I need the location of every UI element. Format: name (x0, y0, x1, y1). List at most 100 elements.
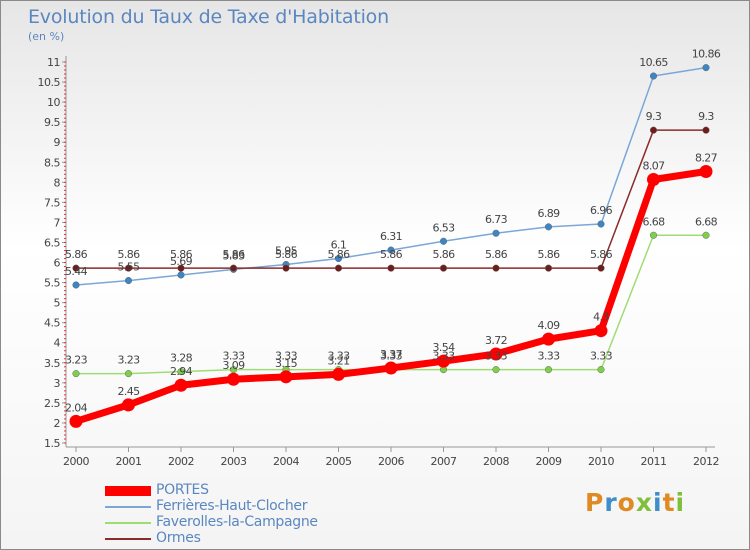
data-label: 3.09 (222, 359, 245, 372)
data-label: 10.86 (692, 48, 721, 61)
data-point (492, 366, 500, 374)
x-tick-label: 2011 (641, 455, 667, 468)
data-label: 5.55 (117, 261, 140, 274)
data-point (334, 264, 343, 272)
data-label: 3.33 (380, 350, 403, 363)
y-tick-label: 3.5 (44, 357, 60, 370)
data-point (647, 173, 660, 187)
data-point (544, 366, 553, 374)
data-label: 5.86 (117, 248, 140, 261)
data-label: 2.45 (117, 385, 140, 398)
data-label: 6.31 (380, 230, 402, 243)
data-point (702, 64, 710, 72)
x-tick-label: 2003 (221, 455, 247, 468)
data-point (177, 368, 185, 376)
data-point (72, 370, 80, 378)
y-tick-label: 2.5 (44, 397, 60, 410)
y-tick-label: 5 (54, 297, 61, 310)
data-label: 4.09 (537, 319, 560, 332)
y-tick-label: 10.5 (38, 76, 61, 89)
data-point (649, 231, 658, 239)
data-point (437, 354, 450, 368)
x-tick-label: 2009 (536, 455, 562, 468)
data-point (489, 347, 503, 361)
data-point (597, 366, 605, 374)
data-label: 3.21 (327, 354, 349, 367)
y-tick-label: 5.5 (44, 277, 60, 290)
data-point (122, 398, 135, 412)
data-point (492, 264, 500, 272)
data-label: 8.27 (695, 151, 718, 164)
data-label: 5.86 (327, 248, 350, 261)
data-point (177, 264, 185, 272)
data-point (597, 220, 605, 228)
y-tick-label: 4 (54, 337, 61, 350)
y-tick-label: 1.5 (44, 437, 60, 450)
y-tick-label: 8.5 (44, 156, 60, 169)
chart-subtitle: (en %) (28, 30, 65, 43)
logo-letter: i (675, 488, 686, 517)
data-point (492, 229, 500, 237)
data-point (702, 231, 710, 239)
legend-label-portes: PORTES (156, 482, 209, 498)
x-tick-label: 2000 (63, 455, 89, 468)
data-point (124, 264, 133, 272)
x-tick-label: 2006 (378, 455, 404, 468)
legend-label-ormes: Ormes (156, 530, 201, 546)
y-tick-label: 8 (54, 176, 61, 189)
data-point (649, 72, 658, 80)
logo-letter: i (653, 488, 663, 517)
legend-swatch-portes (105, 486, 151, 496)
data-label: 3.23 (65, 354, 88, 367)
data-point (594, 324, 608, 338)
data-label: 3.72 (485, 334, 507, 347)
data-label: 5.95 (275, 245, 298, 258)
x-tick-label: 2004 (273, 455, 299, 468)
data-point (649, 126, 658, 134)
data-label: 8.07 (642, 160, 665, 173)
data-label: 6.73 (485, 213, 508, 226)
legend-label-ferrieres: Ferrières-Haut-Clocher (156, 498, 308, 514)
data-label: 5.86 (590, 248, 613, 261)
data-label: 2.04 (65, 401, 88, 414)
logo-letter: P (585, 488, 605, 517)
y-tick-label: 4.5 (44, 317, 60, 330)
y-tick-label: 9 (54, 136, 61, 149)
data-label: 5.86 (432, 248, 455, 261)
data-point (544, 223, 553, 231)
data-label: 10.65 (639, 56, 668, 69)
x-tick-label: 2001 (116, 455, 142, 468)
data-label: 3.33 (275, 350, 298, 363)
data-label: 6.1 (331, 239, 347, 252)
data-point (702, 126, 710, 134)
data-label: 5.86 (485, 248, 508, 261)
x-tick-label: 2008 (483, 455, 509, 468)
data-label: 3.33 (485, 350, 508, 363)
data-point (229, 264, 238, 272)
logo-letter: r (604, 488, 618, 517)
data-point (174, 378, 188, 392)
legend-swatch-ferrieres (105, 506, 151, 508)
y-tick-label: 6.5 (44, 236, 60, 249)
data-label: 5.86 (537, 248, 560, 261)
y-tick-label: 10 (47, 96, 60, 109)
y-tick-label: 7.5 (44, 196, 60, 209)
y-tick-label: 11 (47, 56, 60, 69)
legend-label-faverolles: Faverolles-la-Campagne (156, 514, 318, 530)
data-label: 5.83 (222, 249, 245, 262)
logo-letter: o (617, 488, 636, 517)
logo-letter: x (635, 488, 653, 517)
x-tick-label: 2007 (431, 455, 457, 468)
data-label: 3.33 (222, 350, 245, 363)
data-point (332, 367, 345, 381)
data-label: 6.89 (537, 207, 560, 220)
data-point (387, 246, 395, 254)
proxiti-logo: Proxiti (585, 488, 685, 517)
data-point (542, 332, 555, 346)
x-tick-label: 2002 (168, 455, 194, 468)
data-point (544, 264, 553, 272)
data-point (282, 264, 290, 272)
y-tick-label: 6 (54, 257, 61, 270)
data-label: 5.86 (170, 248, 193, 261)
